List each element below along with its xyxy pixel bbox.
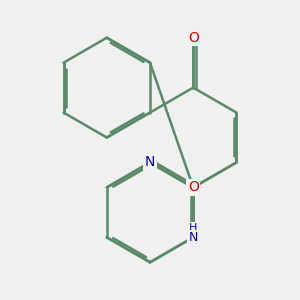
Text: O: O [188,31,199,45]
Text: O: O [188,180,199,194]
Text: N: N [188,231,198,244]
Text: H: H [189,224,197,233]
Text: O: O [145,155,155,170]
Text: N: N [145,155,155,170]
